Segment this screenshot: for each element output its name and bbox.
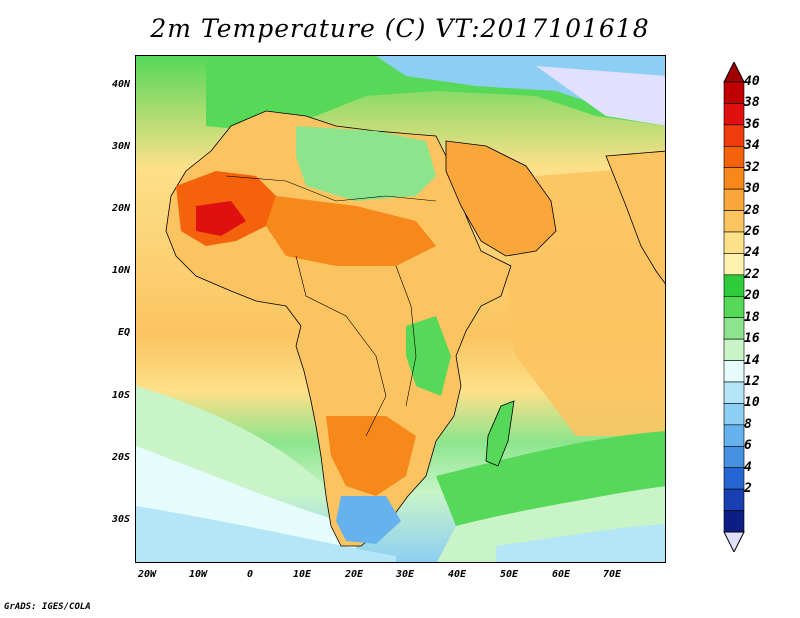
- colorbar-swatch: [723, 81, 745, 104]
- y-tick-label: 40N: [111, 79, 130, 90]
- colorbar-label: 24: [744, 245, 760, 261]
- colorbar-label: 36: [744, 116, 760, 132]
- x-tick-label: 50E: [499, 569, 519, 580]
- x-tick-label: 70E: [602, 569, 622, 580]
- colorbar-swatch: [723, 510, 745, 533]
- y-tick-label: 30S: [111, 514, 130, 525]
- colorbar: [723, 62, 745, 552]
- colorbar-swatch: [723, 274, 745, 297]
- x-tick-label: 10W: [188, 569, 208, 580]
- colorbar-swatch: [723, 445, 745, 469]
- colorbar-swatch: [723, 338, 745, 361]
- colorbar-label: 10: [744, 395, 760, 411]
- colorbar-label: 6: [744, 438, 752, 454]
- south-atlantic-colder: [136, 506, 396, 562]
- colorbar-swatch: [723, 360, 745, 383]
- colorbar-swatch: [723, 381, 745, 404]
- colorbar-label: 16: [744, 331, 760, 347]
- map-panel: [135, 55, 666, 563]
- colorbar-swatch: [723, 231, 745, 254]
- y-tick-label: 30N: [111, 141, 130, 152]
- colorbar-swatch: [723, 317, 745, 340]
- colorbar-swatch: [723, 488, 745, 511]
- colorbar-label: 18: [744, 309, 760, 325]
- colorbar-label: 30: [744, 181, 760, 197]
- x-tick-label: 10E: [292, 569, 312, 580]
- colorbar-swatch: [723, 103, 745, 126]
- colorbar-swatch: [723, 188, 745, 211]
- southern-africa-warm: [326, 416, 416, 496]
- libya-egypt-mild: [296, 126, 436, 201]
- colorbar-swatch: [723, 424, 745, 447]
- colorbar-swatch: [723, 253, 745, 276]
- x-tick-label: 60E: [551, 569, 571, 580]
- y-tick-label: 10N: [111, 265, 130, 276]
- colorbar-label: 14: [744, 352, 760, 368]
- plot-title: 2m Temperature (C) VT:2017101618: [150, 14, 650, 43]
- colorbar-label: 26: [744, 224, 760, 239]
- arabia-land: [445, 140, 557, 257]
- country-borders-east: [395, 265, 417, 407]
- colorbar-swatch: [723, 210, 745, 233]
- x-tick-label: 30E: [395, 569, 415, 580]
- madagascar-land: [485, 400, 515, 467]
- country-borders-central: [295, 255, 387, 437]
- colorbar-swatch: [723, 167, 745, 190]
- south-indian-band: [436, 431, 665, 526]
- x-tick-label: 0: [246, 569, 254, 580]
- colorbar-label: 38: [744, 95, 760, 111]
- colorbar-label: 40: [744, 74, 760, 89]
- colorbar-label: 20: [744, 288, 760, 304]
- india-land: [605, 150, 665, 284]
- x-tick-label: 20W: [137, 569, 157, 580]
- country-borders: [225, 175, 437, 202]
- south-africa-cool: [336, 496, 401, 544]
- colorbar-swatch: [723, 124, 745, 147]
- iran-highlands-coldest: [536, 66, 665, 126]
- south-indian-cold: [496, 524, 665, 562]
- y-tick-label: 20S: [111, 452, 130, 463]
- colorbar-label: 22: [744, 266, 760, 282]
- colorbar-swatch: [723, 467, 745, 490]
- colorbar-label: 4: [744, 459, 752, 475]
- x-tick-label: 20E: [344, 569, 364, 580]
- chad-sudan-hot: [266, 196, 436, 266]
- colorbar-label: 28: [744, 202, 760, 218]
- mali-hottest: [196, 201, 246, 236]
- colorbar-swatch: [723, 403, 745, 426]
- y-tick-label: EQ: [117, 327, 130, 338]
- grads-credit: GrADS: IGES/COLA: [4, 602, 91, 612]
- colorbar-label: 12: [744, 374, 760, 389]
- colorbar-label: 32: [744, 159, 760, 175]
- colorbar-label: 34: [744, 138, 760, 154]
- colorbar-label: 8: [744, 416, 752, 432]
- y-tick-label: 20N: [111, 203, 130, 214]
- temperature-map: [136, 56, 665, 562]
- colorbar-label: 2: [744, 481, 752, 497]
- east-africa-highlands: [406, 316, 451, 396]
- x-tick-label: 40E: [447, 569, 467, 580]
- colorbar-under-arrow: [723, 531, 745, 552]
- colorbar-swatch: [723, 145, 745, 169]
- colorbar-swatch: [723, 295, 745, 319]
- y-tick-label: 10S: [111, 390, 130, 401]
- colorbar-over-arrow: [723, 62, 745, 83]
